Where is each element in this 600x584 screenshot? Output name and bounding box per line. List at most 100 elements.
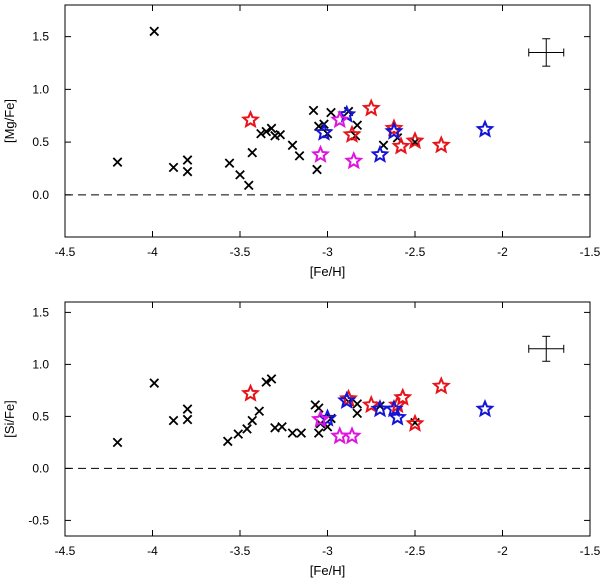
data-point-star [240, 109, 261, 129]
panel-si-fe: -4.5 -4 -3.5 -3 -2.5 -2 -1.5 -0.5 0.0 0.5 1.0 1.5 [F… [2, 301, 600, 578]
data-point-star [338, 388, 359, 407]
series-blue-stars [317, 390, 495, 427]
y-tick-label: 1.5 [32, 30, 49, 44]
x-tick-label: -3.5 [230, 544, 251, 558]
y-axis-label: [Si/Fe] [2, 400, 17, 438]
data-point-star [342, 426, 362, 445]
data-point-star [361, 98, 381, 117]
data-point-cross [254, 406, 265, 417]
data-point-cross [352, 408, 363, 419]
data-point-star [330, 109, 350, 129]
data-point-cross [308, 105, 319, 116]
x-tick-label: -2.5 [405, 544, 426, 558]
x-tick-label: -3 [322, 245, 333, 259]
data-point-star [405, 130, 425, 150]
data-point-star [384, 121, 404, 140]
x-tick-label: -4.5 [55, 544, 76, 558]
data-point-cross [266, 374, 277, 384]
data-point-star [330, 426, 350, 445]
data-point-cross [247, 415, 258, 426]
y-tick-label: 0.0 [32, 461, 49, 475]
data-point-cross [275, 129, 286, 140]
data-point-cross [277, 421, 287, 432]
x-tick-label: -4.5 [55, 245, 76, 259]
data-point-cross [182, 414, 193, 425]
data-point-star [475, 119, 495, 138]
data-point-star [344, 150, 364, 170]
y-tick-label: 0.5 [32, 409, 49, 423]
data-point-cross [296, 428, 307, 438]
data-point-star [405, 413, 425, 432]
data-point-star [393, 387, 413, 406]
data-point-cross [149, 26, 160, 37]
data-point-cross [294, 150, 305, 161]
data-point-cross [261, 126, 272, 137]
data-point-star [240, 383, 261, 402]
data-point-star [384, 399, 404, 418]
data-point-star [342, 124, 362, 143]
data-point-cross [149, 378, 160, 388]
x-tick-label: -2 [497, 544, 508, 558]
data-point-cross [287, 140, 298, 151]
data-point-cross [224, 158, 235, 169]
x-tick-label: -1.5 [580, 245, 600, 259]
data-point-cross [243, 180, 254, 191]
data-point-cross [312, 164, 322, 175]
data-point-cross [287, 428, 298, 438]
x-tick-label: -4 [147, 544, 158, 558]
data-point-cross [313, 428, 324, 438]
data-point-star [361, 394, 381, 414]
y-tick-label: 1.0 [32, 82, 49, 96]
x-axis-label: [Fe/H] [310, 264, 345, 279]
data-point-cross [247, 147, 258, 158]
y-tick-label: 0.5 [32, 135, 49, 149]
data-point-cross [235, 169, 245, 180]
error-bar [528, 335, 565, 362]
data-point-cross [112, 157, 123, 167]
error-bar [528, 38, 565, 67]
y-tick-label: 0.0 [32, 188, 49, 202]
x-tick-label: -3 [322, 544, 333, 558]
data-point-cross [352, 120, 363, 131]
data-point-cross [233, 429, 244, 439]
y-tick-label: 1.5 [32, 305, 49, 319]
data-point-star [431, 376, 451, 395]
y-tick-label: -0.5 [28, 513, 49, 527]
data-point-cross [326, 107, 336, 118]
series-literature [112, 26, 420, 191]
y-tick-label: 1.0 [32, 357, 49, 371]
series-magenta-stars [310, 409, 362, 445]
data-point-cross [168, 162, 179, 173]
panel-mg-fe: -4.5 -4 -3.5 -3 -2.5 -2 -1.5 0.0 0.5 1.0 1.5 [Fe/H]… [2, 4, 600, 279]
series-red-stars [240, 98, 451, 155]
plot-frame [64, 301, 591, 537]
data-point-cross [352, 399, 363, 409]
data-point-star [384, 118, 404, 137]
series-magenta-stars [310, 109, 364, 170]
x-tick-label: -3.5 [230, 245, 251, 259]
data-point-star [310, 144, 331, 163]
data-point-cross [313, 403, 324, 413]
data-point-star [370, 399, 390, 418]
data-point-star [310, 409, 331, 428]
data-point-star [337, 390, 357, 409]
data-point-cross [182, 155, 193, 165]
data-point-star [370, 144, 390, 163]
data-point-cross [182, 166, 193, 177]
x-tick-label: -2.5 [405, 245, 426, 259]
x-axis-label: [Fe/H] [310, 563, 345, 578]
data-point-cross [168, 415, 179, 426]
x-tick-label: -4 [147, 245, 158, 259]
x-tick-label: -1.5 [580, 544, 600, 558]
data-point-cross [261, 377, 272, 387]
data-point-star [431, 135, 451, 154]
data-point-star [391, 136, 411, 155]
data-point-cross [242, 424, 252, 434]
data-point-star [314, 122, 334, 141]
y-axis-label: [Mg/Fe] [2, 99, 17, 143]
data-point-star [475, 399, 495, 418]
data-point-cross [112, 437, 123, 448]
data-point-cross [256, 128, 266, 139]
data-point-cross [182, 404, 193, 414]
